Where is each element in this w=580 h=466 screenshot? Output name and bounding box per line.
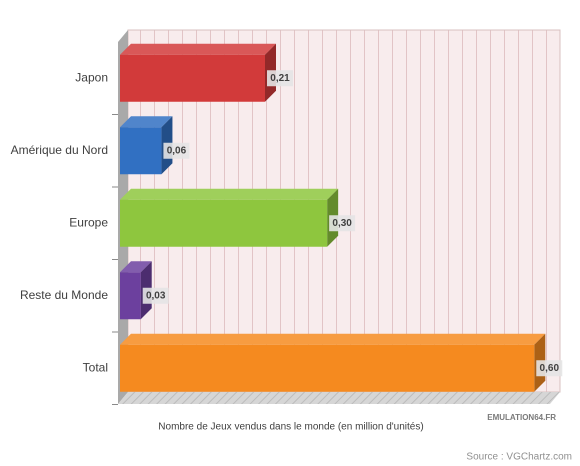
bar-top xyxy=(120,261,152,273)
y-tick-label: Total xyxy=(83,360,108,374)
value-label-box xyxy=(163,142,190,159)
bar-top xyxy=(120,43,276,55)
value-label-box xyxy=(536,360,563,377)
value-label-box xyxy=(142,287,169,304)
bar xyxy=(120,199,328,247)
floor xyxy=(118,392,560,404)
bar xyxy=(120,272,141,320)
bar-top xyxy=(120,188,339,200)
bar-top xyxy=(120,116,173,128)
value-label: 0,21 xyxy=(270,73,290,84)
bar-top xyxy=(120,333,546,345)
value-label: 0,30 xyxy=(332,218,352,229)
value-label: 0,03 xyxy=(146,290,166,301)
y-tick-label: Europe xyxy=(69,215,108,229)
bar xyxy=(120,127,162,175)
value-label-box xyxy=(329,215,356,232)
bar xyxy=(120,344,535,392)
value-label: 0,60 xyxy=(540,363,560,374)
y-tick-label: Japon xyxy=(75,70,108,84)
watermark: EMULATION64.FR xyxy=(487,413,556,422)
x-axis-title: Nombre de Jeux vendus dans le monde (en … xyxy=(158,422,423,433)
source: Source : VGChartz.com xyxy=(466,452,572,463)
value-label-box xyxy=(267,70,293,87)
value-label: 0,06 xyxy=(167,145,187,156)
y-tick-label: Reste du Monde xyxy=(20,288,108,302)
y-tick-label: Amérique du Nord xyxy=(11,143,108,157)
bar xyxy=(120,54,265,102)
